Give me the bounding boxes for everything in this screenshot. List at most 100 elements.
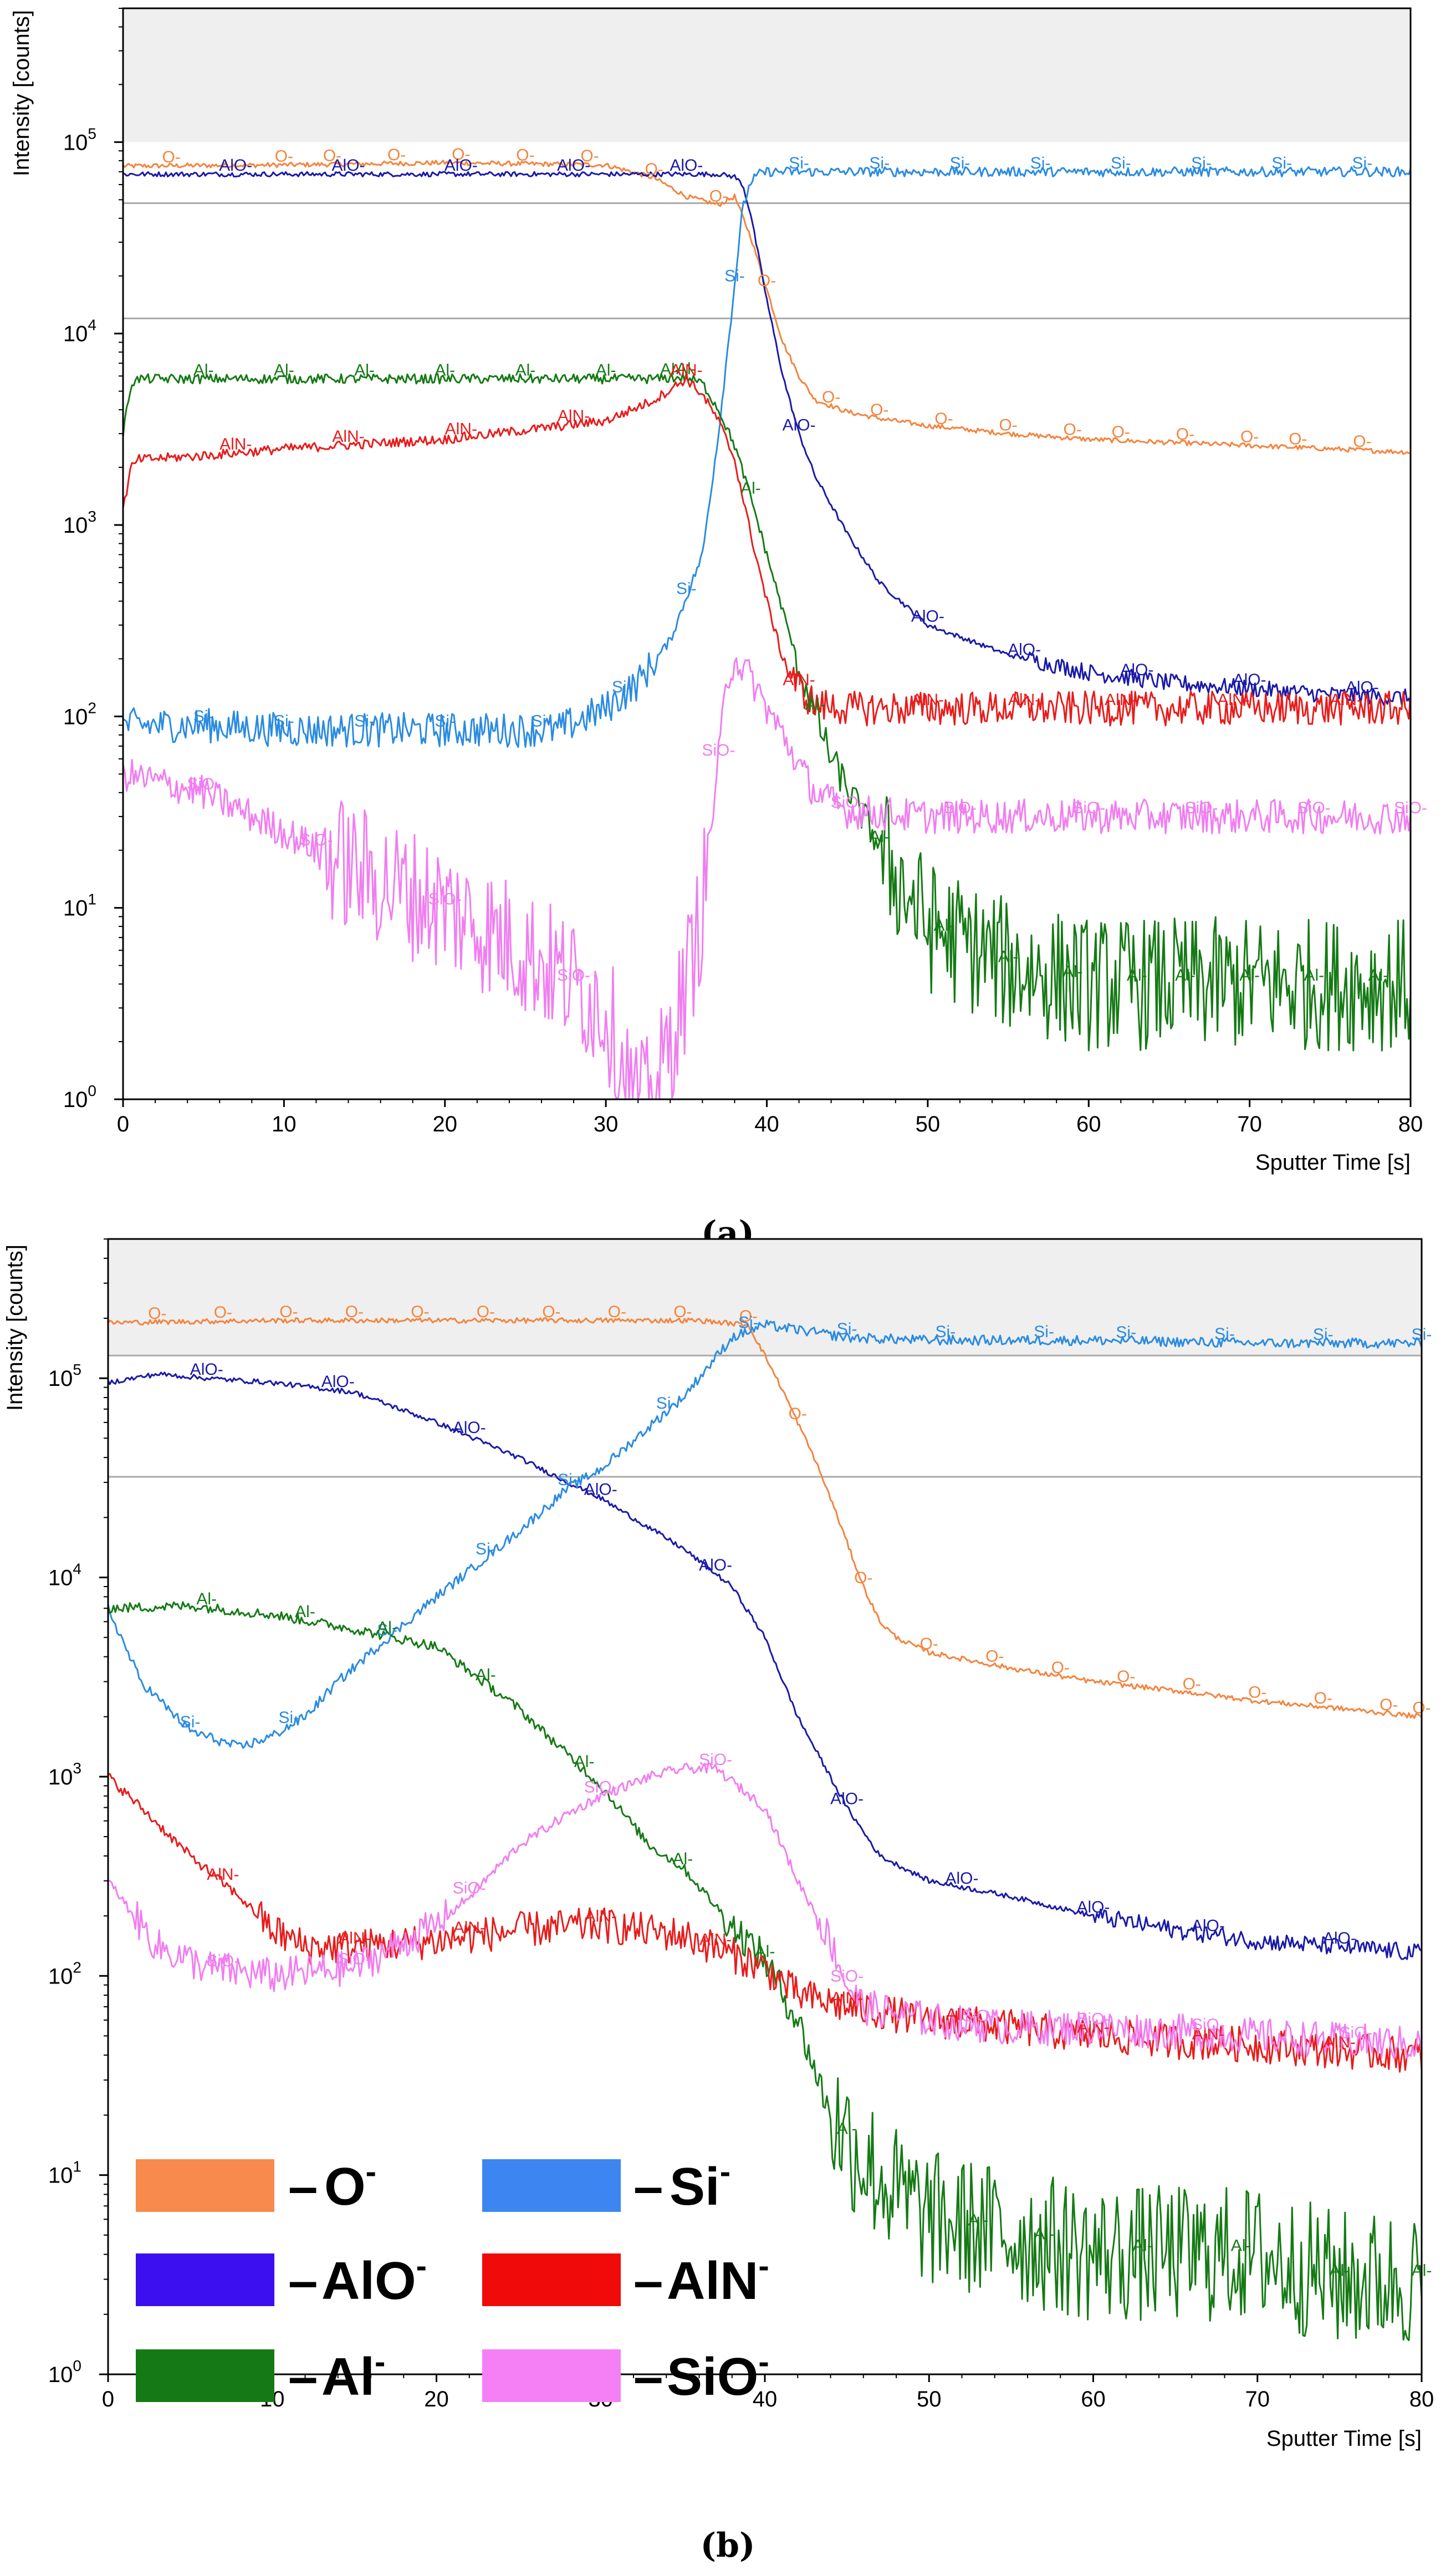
series-label-alo: AlO- xyxy=(1323,1929,1356,1947)
series-label-si: Si- xyxy=(1352,154,1373,172)
series-label-aln: AlN- xyxy=(338,1929,370,1947)
series-label-sio: SiO- xyxy=(338,1950,371,1968)
series-label-si: Si- xyxy=(738,1314,759,1332)
series-label-o: O- xyxy=(1176,425,1194,443)
series-label-alo: AlO- xyxy=(1077,1898,1110,1916)
series-label-aln: AlN- xyxy=(207,1865,239,1884)
panel-label: (b) xyxy=(701,2526,755,2565)
series-label-al: Al- xyxy=(1239,966,1260,985)
series-label-si: Si- xyxy=(1030,154,1051,172)
series-label-si: Si- xyxy=(532,712,552,731)
chart-panel-a: O- O- O- O- O- O- O- O- O- O- O- O- O- O- O- O- O- O- O- O-… xyxy=(9,7,1427,1253)
legend-item-aln: – AlN- xyxy=(482,2248,769,2311)
series-label-o: O- xyxy=(580,147,599,165)
series-label-o: O- xyxy=(822,388,840,406)
series-label-alo: AlO- xyxy=(699,1556,732,1574)
x-tick-label: 80 xyxy=(1409,2387,1434,2411)
series-label-aln: AlN- xyxy=(332,427,364,446)
series-label-si: Si- xyxy=(1214,1325,1235,1343)
series-label-al: Al- xyxy=(1034,2225,1054,2243)
x-axis-title: Sputter Time [s] xyxy=(1255,1150,1411,1175)
series-line-sio xyxy=(108,1762,1423,2059)
series-label-o: O- xyxy=(1353,432,1371,451)
series-label-aln: AlN- xyxy=(912,691,944,709)
series-label-al: Al- xyxy=(998,948,1019,966)
y-axis: 100 101 102 103 104 105 xyxy=(48,1238,108,2387)
x-tick-label: 40 xyxy=(754,1112,779,1136)
series-label-sio: SiO- xyxy=(831,793,864,812)
series-label-aln: AlN- xyxy=(558,407,590,425)
series-label-aln: AlN- xyxy=(670,361,702,379)
series-label-si: Si- xyxy=(476,1540,496,1558)
series-label-si: Si- xyxy=(180,1713,201,1731)
y-axis-title: Intensity [counts] xyxy=(3,1245,27,1411)
series-label-sio: SiO- xyxy=(1077,2010,1110,2028)
y-tick-label: 102 xyxy=(63,699,96,729)
series-label-o: O- xyxy=(1248,1683,1266,1701)
series-label-al: Al- xyxy=(354,361,375,379)
series-label-o: O- xyxy=(275,147,293,166)
y-tick-label: 104 xyxy=(48,1561,81,1590)
x-tick-label: 50 xyxy=(917,2387,942,2411)
reference-lines xyxy=(123,202,1411,319)
series-label-o: O- xyxy=(214,1303,232,1322)
y-tick-label: 100 xyxy=(63,1082,96,1112)
series-label-aln: AlN- xyxy=(1217,691,1249,709)
series-label-al: Al- xyxy=(435,361,455,379)
series-label-al: Al- xyxy=(596,361,616,379)
legend-label-o: O- xyxy=(324,2154,376,2216)
legend-label-alo: AlO- xyxy=(321,2248,427,2311)
series-label-al: Al- xyxy=(755,1942,775,1961)
series-label-o: O- xyxy=(870,401,888,419)
legend-swatch-o xyxy=(136,2159,274,2212)
y-tick-label: 105 xyxy=(48,1361,81,1391)
x-tick-label: 0 xyxy=(117,1112,129,1136)
series-label-o: O- xyxy=(345,1303,364,1321)
series-label-si: Si- xyxy=(377,1621,397,1639)
x-tick-label: 20 xyxy=(433,1112,458,1136)
series-label-al: Al- xyxy=(515,361,536,379)
series-label-alo: AlO- xyxy=(1346,678,1379,696)
series-label-o: O- xyxy=(709,187,728,206)
series-label-aln: AlN- xyxy=(453,1919,486,1937)
series-label-si: Si- xyxy=(1313,1325,1334,1344)
series-labels: O- O- O- O- O- O- O- O- O- O- O- O- O- O- O- O- O- O- O- O-… xyxy=(148,1303,1432,2280)
series-label-o: O- xyxy=(789,1405,807,1423)
series-label-sio: SiO- xyxy=(453,1879,486,1897)
series-label-aln: AlN- xyxy=(585,1908,617,1926)
series-label-si: Si- xyxy=(193,707,214,726)
x-tick-label: 80 xyxy=(1398,1112,1423,1136)
series-label-alo: AlO- xyxy=(445,156,478,175)
series-label-al: Al- xyxy=(1330,2262,1350,2280)
series-label-sio: SiO- xyxy=(699,1751,732,1769)
series-label-o: O- xyxy=(516,146,534,165)
series-label-aln: AlN- xyxy=(1324,2033,1356,2052)
series-label-sio: SiO- xyxy=(299,831,333,849)
series-label-si: Si- xyxy=(1191,154,1212,172)
series-label-al: Al- xyxy=(968,2211,989,2229)
series-label-o: O- xyxy=(1064,421,1082,439)
series-label-si: Si- xyxy=(1034,1323,1054,1341)
series-label-si: Si- xyxy=(837,1320,857,1338)
series-label-al: Al- xyxy=(1132,2237,1153,2255)
legend-swatch-aln xyxy=(482,2253,621,2306)
series-label-si: Si- xyxy=(354,712,375,731)
legend-item-sio: – SiO- xyxy=(482,2344,769,2406)
y-tick-label: 101 xyxy=(63,891,96,921)
series-label-aln: AlN- xyxy=(1105,691,1137,709)
series-label-al: Al- xyxy=(673,1850,693,1868)
series-label-aln: AlN- xyxy=(699,1930,732,1949)
series-line-al xyxy=(107,1601,1423,2342)
legend-swatch-si xyxy=(482,2159,621,2212)
y-tick-label: 101 xyxy=(48,2158,81,2188)
series-label-aln: AlN- xyxy=(831,1989,863,2007)
series-label-al: Al- xyxy=(837,2119,857,2138)
series-label-o: O- xyxy=(279,1303,298,1321)
series-label-sio: SiO- xyxy=(557,966,590,985)
series-label-sio: SiO- xyxy=(1185,799,1218,817)
legend-dash: – xyxy=(288,2157,318,2216)
legend-item-al: – Al- xyxy=(136,2344,385,2406)
series-label-si: Si- xyxy=(656,1394,677,1413)
series-label-si: Si- xyxy=(936,1323,956,1341)
series-label-alo: AlO- xyxy=(190,1360,223,1379)
